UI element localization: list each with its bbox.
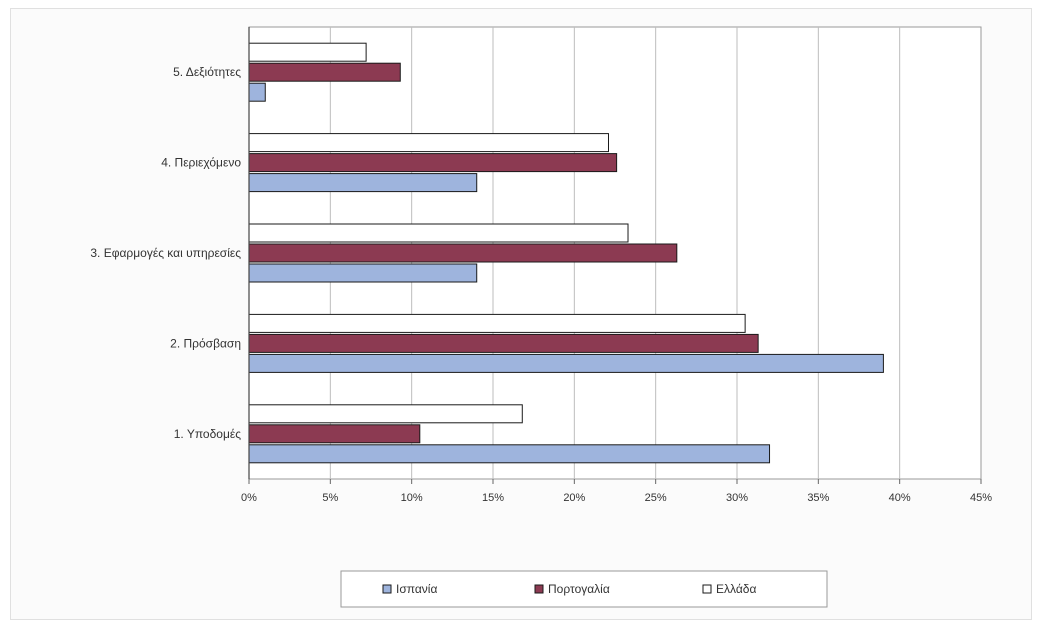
x-tick-label: 5% (322, 492, 338, 504)
x-tick-label: 0% (241, 492, 257, 504)
legend: Ισπανία Πορτογαλία Ελλάδα (340, 570, 828, 608)
category-label: 1. Υποδομές (174, 427, 242, 441)
legend-swatch-portugal (534, 584, 544, 594)
x-tick-label: 40% (889, 492, 911, 504)
bar-spain (248, 82, 266, 102)
category-label: 2. Πρόσβαση (170, 336, 241, 350)
bar-spain (248, 444, 771, 464)
bar-spain (248, 353, 884, 373)
bar-portugal (248, 243, 678, 263)
x-tick-label: 10% (401, 492, 423, 504)
bar-chart: 0% 5% 10% 15% 20% 25% 30% 35% 40% 45% 1. Υποδομές 2… (90, 26, 992, 608)
legend-label-portugal: Πορτογαλία (548, 582, 610, 596)
bar-portugal (248, 153, 618, 173)
bar-spain (248, 173, 478, 193)
bar-greece (248, 223, 629, 243)
x-tick-label: 25% (645, 492, 667, 504)
bar-spain (248, 263, 478, 283)
category-label: 5. Δεξιότητες (173, 65, 241, 79)
bar-portugal (248, 62, 401, 82)
legend-label-greece: Ελλάδα (716, 582, 756, 596)
bar-portugal (248, 424, 421, 444)
bar-greece (248, 133, 609, 153)
x-tick-label: 30% (726, 492, 748, 504)
x-tick-label: 15% (482, 492, 504, 504)
legend-box (340, 570, 828, 608)
x-tick-label: 20% (563, 492, 585, 504)
category-label: 4. Περιεχόμενο (161, 156, 241, 170)
x-tick-label: 45% (970, 492, 992, 504)
x-tick-label: 35% (807, 492, 829, 504)
bars (248, 42, 884, 464)
legend-swatch-greece (702, 584, 712, 594)
legend-swatch-spain (382, 584, 392, 594)
bar-portugal (248, 333, 759, 353)
bar-greece (248, 313, 746, 333)
axes: 0% 5% 10% 15% 20% 25% 30% 35% 40% 45% 1. Υποδομές 2… (90, 27, 992, 504)
bar-greece (248, 42, 367, 62)
legend-label-spain: Ισπανία (396, 582, 437, 596)
category-label: 3. Εφαρμογές και υπηρεσίες (90, 246, 241, 260)
bar-greece (248, 404, 523, 424)
chart-frame: 0% 5% 10% 15% 20% 25% 30% 35% 40% 45% 1. Υποδομές 2… (10, 8, 1032, 620)
